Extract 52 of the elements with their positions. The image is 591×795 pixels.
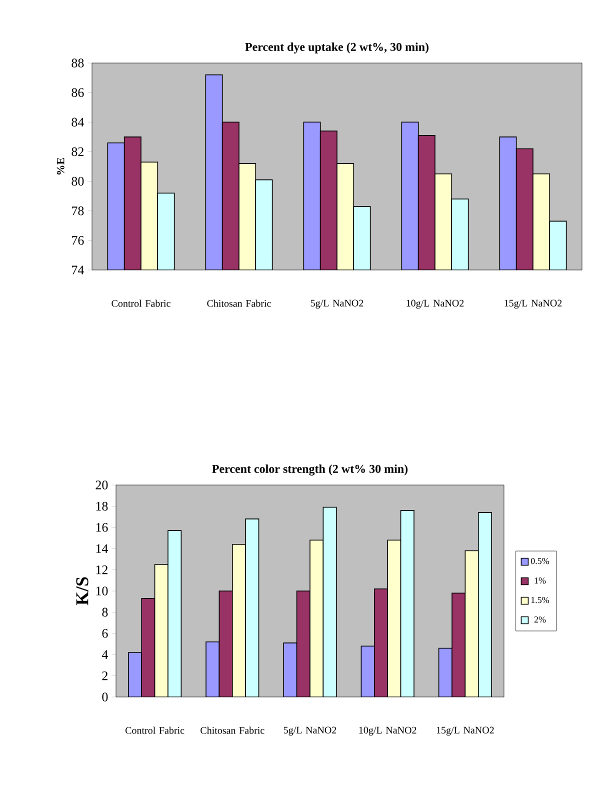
y-tick-label: 88 [72, 58, 84, 68]
bar [154, 564, 168, 697]
chart-title: Percent dye uptake (2 wt%, 30 min) [245, 42, 428, 54]
bar [310, 540, 324, 697]
bar [464, 550, 479, 697]
x-tick-label: Control Fabric [125, 726, 184, 734]
bar [141, 598, 156, 697]
y-tick-label: 82 [72, 147, 84, 156]
legend-label: 0.5% [530, 558, 550, 564]
bar [245, 518, 260, 697]
legend-label: 1.5% [531, 596, 550, 604]
y-axis-title: %E [56, 158, 64, 175]
x-tick-label: 10g/L NaNO2 [406, 300, 464, 309]
bar [168, 530, 182, 697]
y-tick-label: 8 [102, 608, 108, 617]
x-tick-label: 10g/L NaNO2 [359, 726, 416, 736]
x-tick-label: Chitosan Fabric [200, 726, 264, 734]
y-tick-label: 0 [102, 692, 108, 702]
y-tick-label: 16 [96, 523, 108, 532]
legend-label: 1% [534, 578, 546, 584]
x-tick-label: 5g/L NaNO2 [310, 300, 364, 309]
bar [452, 592, 466, 697]
y-tick-label: 12 [96, 565, 108, 574]
y-tick-label: 14 [96, 544, 108, 553]
bar [478, 512, 492, 697]
bar [232, 544, 246, 697]
y-tick-label: 4 [102, 650, 108, 659]
y-tick-label: 18 [96, 502, 108, 511]
x-tick-label: 15g/L NaNO2 [504, 300, 562, 309]
y-tick-label: 84 [72, 118, 84, 127]
y-tick-label: 2 [102, 671, 108, 680]
y-tick-label: 78 [72, 206, 84, 216]
bar [400, 510, 414, 697]
y-tick-label: 6 [102, 629, 108, 638]
y-tick-label: 76 [72, 236, 84, 245]
y-tick-label: 10 [96, 586, 108, 596]
bar [296, 590, 310, 697]
y-tick-label: 74 [72, 266, 84, 274]
y-tick-label: 20 [96, 480, 108, 490]
legend-label: 2% [534, 616, 546, 623]
x-tick-label: 5g/L NaNO2 [284, 726, 336, 736]
y-axis-title: K/S [76, 577, 88, 606]
bar [374, 588, 388, 697]
bar [322, 506, 337, 697]
x-tick-label: 15g/L NaNO2 [436, 726, 494, 736]
x-tick-label: Chitosan Fabric [207, 300, 271, 307]
y-tick-label: 80 [72, 176, 84, 186]
bar [218, 590, 233, 697]
chart-title: Percent color strength (2 wt% 30 min) [212, 464, 408, 476]
bar [387, 540, 402, 697]
x-tick-label: Control Fabric [112, 300, 170, 307]
y-tick-label: 86 [72, 88, 84, 97]
